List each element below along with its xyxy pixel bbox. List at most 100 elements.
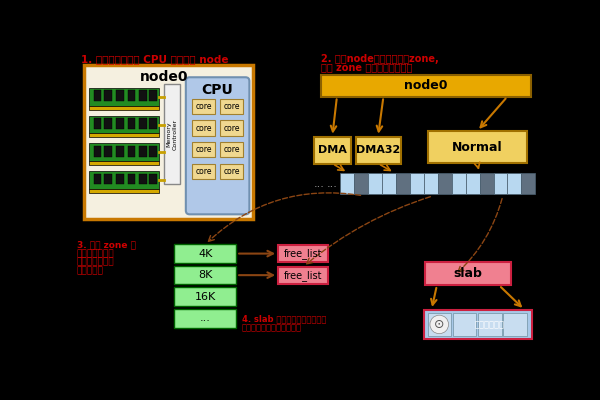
Bar bbox=[139, 174, 147, 184]
Text: 的空闲置页面都: 的空闲置页面都 bbox=[77, 249, 114, 258]
Text: Normal: Normal bbox=[452, 141, 503, 154]
Bar bbox=[89, 144, 158, 161]
Circle shape bbox=[430, 315, 449, 334]
Text: DMA: DMA bbox=[318, 145, 347, 155]
Bar bbox=[493, 173, 508, 194]
Bar bbox=[149, 174, 157, 184]
Text: core: core bbox=[223, 167, 240, 176]
Text: core: core bbox=[196, 102, 212, 111]
Bar bbox=[89, 88, 158, 106]
Bar bbox=[508, 173, 521, 194]
Bar bbox=[116, 146, 124, 156]
Bar bbox=[356, 136, 401, 164]
Bar bbox=[174, 309, 236, 328]
Bar bbox=[340, 173, 354, 194]
Bar bbox=[94, 118, 101, 129]
Text: 连续整页内存存储内核对象: 连续整页内存存储内核对象 bbox=[242, 323, 302, 332]
Text: ...: ... bbox=[314, 178, 325, 188]
Text: 通过一个伙伴系: 通过一个伙伴系 bbox=[77, 258, 114, 266]
Bar bbox=[396, 173, 410, 194]
Bar bbox=[503, 313, 527, 336]
Text: core: core bbox=[196, 167, 212, 176]
Bar bbox=[354, 173, 368, 194]
Bar bbox=[89, 189, 158, 193]
Text: 统进行管理: 统进行管理 bbox=[77, 266, 103, 275]
Text: free_list: free_list bbox=[284, 270, 322, 281]
Bar bbox=[368, 173, 382, 194]
Text: core: core bbox=[223, 145, 240, 154]
Text: 3. 每个 zone 下: 3. 每个 zone 下 bbox=[77, 240, 136, 250]
Bar bbox=[424, 173, 438, 194]
Text: 16K: 16K bbox=[194, 292, 216, 302]
Text: ...: ... bbox=[200, 313, 211, 323]
Bar bbox=[139, 90, 147, 101]
Bar bbox=[192, 120, 215, 136]
Bar bbox=[174, 266, 236, 284]
Bar bbox=[382, 173, 396, 194]
Bar bbox=[89, 161, 158, 165]
Text: 4. slab 分配器向伙伴系统申请: 4. slab 分配器向伙伴系统申请 bbox=[242, 314, 326, 324]
Bar bbox=[521, 173, 535, 194]
Text: 8K: 8K bbox=[198, 270, 212, 280]
Bar bbox=[192, 142, 215, 157]
Text: ⊙: ⊙ bbox=[434, 318, 445, 331]
Bar bbox=[128, 146, 136, 156]
Bar bbox=[104, 118, 112, 129]
Text: node0: node0 bbox=[404, 79, 448, 92]
Bar bbox=[89, 171, 158, 189]
Bar bbox=[220, 164, 243, 179]
Bar bbox=[278, 267, 328, 284]
Bar bbox=[128, 90, 136, 101]
Text: DMA32: DMA32 bbox=[356, 145, 400, 155]
Bar bbox=[104, 90, 112, 101]
Bar bbox=[322, 75, 531, 96]
Bar bbox=[192, 99, 215, 114]
Bar bbox=[116, 174, 124, 184]
Bar bbox=[149, 90, 157, 101]
Bar bbox=[438, 173, 452, 194]
Bar bbox=[192, 164, 215, 179]
Bar bbox=[94, 90, 101, 101]
Bar bbox=[89, 116, 158, 134]
Text: 1. 相邻的内存条和 CPU 被划分成 node: 1. 相邻的内存条和 CPU 被划分成 node bbox=[81, 54, 229, 64]
Bar bbox=[94, 174, 101, 184]
Bar bbox=[314, 136, 351, 164]
Text: core: core bbox=[196, 145, 212, 154]
Bar bbox=[452, 173, 466, 194]
Bar bbox=[94, 146, 101, 156]
Bar bbox=[89, 106, 158, 110]
Bar bbox=[424, 310, 532, 339]
Bar bbox=[128, 118, 136, 129]
Bar bbox=[84, 65, 253, 219]
Bar bbox=[453, 313, 476, 336]
Bar bbox=[116, 90, 124, 101]
Text: 4K: 4K bbox=[198, 248, 212, 258]
Bar bbox=[410, 173, 424, 194]
Bar bbox=[425, 262, 511, 285]
Text: core: core bbox=[223, 124, 240, 132]
Text: Memory
Controller: Memory Controller bbox=[166, 119, 177, 150]
Bar bbox=[278, 245, 328, 262]
Text: slab: slab bbox=[454, 267, 482, 280]
FancyBboxPatch shape bbox=[186, 77, 250, 214]
Bar bbox=[89, 134, 158, 137]
Bar bbox=[164, 84, 179, 184]
Bar bbox=[174, 288, 236, 306]
Bar bbox=[104, 174, 112, 184]
Bar bbox=[466, 173, 479, 194]
Text: CPU: CPU bbox=[202, 82, 233, 96]
Text: node0: node0 bbox=[140, 70, 188, 84]
Text: ...: ... bbox=[327, 178, 338, 188]
Bar bbox=[149, 146, 157, 156]
Bar bbox=[428, 131, 527, 164]
Text: 每个 zone 下包含很多个页面: 每个 zone 下包含很多个页面 bbox=[322, 63, 413, 73]
Text: 2. 每个node被划分成多个zone,: 2. 每个node被划分成多个zone, bbox=[322, 54, 439, 64]
Bar bbox=[479, 173, 493, 194]
Text: core: core bbox=[223, 102, 240, 111]
Bar bbox=[220, 99, 243, 114]
Bar bbox=[128, 174, 136, 184]
Bar bbox=[139, 146, 147, 156]
Bar bbox=[428, 313, 451, 336]
Text: 开发内功修炼: 开发内功修炼 bbox=[475, 320, 505, 329]
Text: core: core bbox=[196, 124, 212, 132]
